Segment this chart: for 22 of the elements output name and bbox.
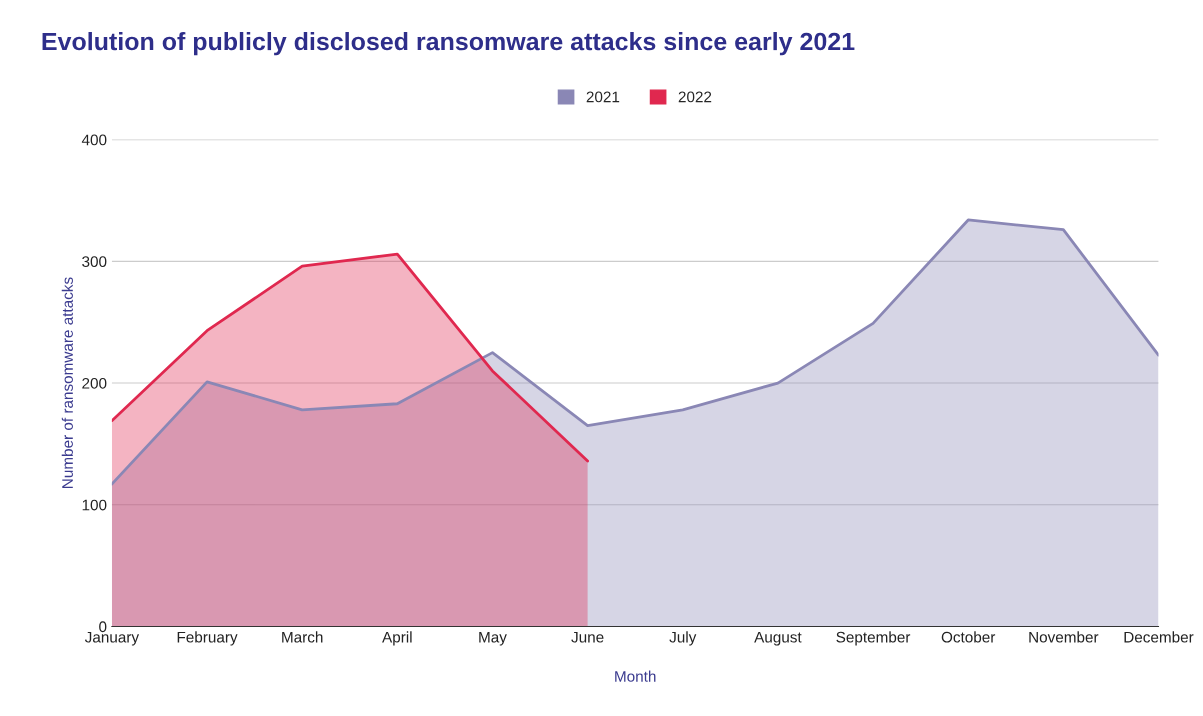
y-tick-label: 200 (82, 377, 107, 389)
y-tick-label: 0 (99, 621, 107, 633)
x-tick-label: May (479, 631, 507, 646)
x-tick-label: January (84, 631, 140, 646)
x-tick-label: July (669, 631, 697, 646)
x-tick-label: April (382, 631, 412, 646)
x-tick-label: March (282, 631, 323, 643)
x-tick-label: December (1124, 631, 1194, 643)
x-tick-label: February (177, 631, 238, 646)
y-axis-title: Number of ransomware attacks (61, 277, 73, 488)
x-tick-label: October (941, 631, 996, 643)
chart-title: Evolution of publicly disclosed ransomware attacks since early 2021 (42, 32, 855, 56)
x-axis-title: Month (615, 670, 656, 682)
x-tick-label: November (1029, 631, 1099, 643)
y-tick-label: 100 (82, 499, 107, 511)
legend-label: 2021 (586, 91, 620, 103)
x-tick-label: August (754, 631, 802, 646)
x-tick-label: June (571, 631, 604, 643)
x-tick-label: September (836, 631, 911, 646)
legend-label: 2022 (678, 91, 712, 103)
y-tick-label: 300 (82, 256, 107, 268)
y-tick-label: 400 (81, 134, 107, 146)
